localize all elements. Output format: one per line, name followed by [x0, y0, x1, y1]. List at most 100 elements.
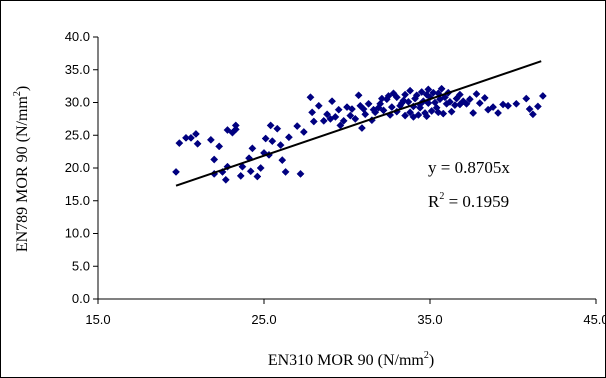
- data-point: [223, 126, 232, 134]
- data-point: [236, 171, 245, 180]
- data-point: [231, 125, 240, 134]
- data-point: [412, 91, 421, 100]
- data-point: [309, 117, 318, 126]
- data-point: [417, 88, 426, 96]
- data-point: [354, 91, 363, 100]
- data-point: [281, 167, 290, 176]
- data-point: [499, 100, 507, 109]
- data-point: [475, 99, 484, 108]
- data-point: [221, 175, 230, 184]
- data-point: [469, 109, 478, 117]
- y-tick-label: 0.0: [72, 291, 90, 306]
- data-point: [489, 103, 498, 112]
- x-axis-title-superscript: 2: [424, 350, 429, 361]
- data-point: [253, 172, 262, 181]
- y-axis-title-superscript: 2: [12, 91, 23, 96]
- data-point: [455, 90, 464, 99]
- data-point: [191, 129, 200, 138]
- data-point: [215, 142, 224, 151]
- data-point: [246, 167, 255, 176]
- data-point: [319, 116, 328, 125]
- data-points: [172, 84, 547, 184]
- data-point: [273, 124, 282, 133]
- data-point: [462, 99, 471, 108]
- data-point: [533, 102, 542, 111]
- data-point: [293, 122, 302, 131]
- data-point: [296, 169, 305, 178]
- data-point: [445, 97, 454, 106]
- y-tick-label: 20.0: [65, 160, 90, 175]
- data-point: [392, 93, 401, 102]
- x-tick-labels: 15.0 25.0 35.0 45.0: [85, 312, 605, 327]
- data-point: [323, 110, 332, 119]
- y-tick-label: 15.0: [65, 193, 90, 208]
- x-tick-label: 15.0: [85, 312, 110, 327]
- data-point: [427, 107, 436, 115]
- data-point: [429, 88, 438, 97]
- data-point: [268, 137, 277, 146]
- data-point: [406, 108, 415, 117]
- y-tick-label: 25.0: [65, 127, 90, 142]
- data-point: [256, 164, 265, 172]
- data-point: [416, 103, 424, 112]
- data-point: [437, 84, 446, 93]
- data-point: [187, 133, 195, 142]
- y-tick-label: 10.0: [65, 226, 90, 241]
- data-point: [512, 99, 521, 108]
- x-axis-title: EN310 MOR 90 (N/mm2): [268, 350, 434, 369]
- data-point: [266, 121, 275, 130]
- data-point: [434, 108, 443, 117]
- data-point: [504, 101, 512, 110]
- data-point: [206, 135, 215, 144]
- data-point: [248, 144, 257, 153]
- data-point: [356, 101, 365, 110]
- data-point: [172, 167, 180, 176]
- data-point: [525, 105, 534, 114]
- data-point: [538, 91, 547, 100]
- data-point: [276, 141, 285, 150]
- y-axis-title: EN789 MOR 90 (N/mm2): [12, 86, 31, 252]
- data-point: [261, 134, 270, 143]
- data-point: [422, 112, 431, 121]
- r-squared-prefix: R: [428, 192, 440, 211]
- data-point: [193, 139, 202, 148]
- data-point: [494, 109, 503, 117]
- trendline: [175, 60, 542, 187]
- trendline-group: [175, 60, 542, 187]
- data-point: [397, 99, 406, 108]
- y-tick-label: 5.0: [72, 258, 90, 273]
- data-point: [175, 139, 184, 148]
- y-tick-labels: 0.0 5.0 10.0 15.0 20.0 25.0 30.0 35.0 40.0: [65, 29, 90, 306]
- data-point: [401, 90, 410, 99]
- data-point: [238, 162, 247, 171]
- axes: [93, 36, 597, 304]
- data-point: [409, 112, 418, 121]
- r-squared-label: R2 = 0.1959: [428, 191, 509, 211]
- trendline-equation: y = 0.8705x: [428, 158, 510, 177]
- data-point: [306, 93, 315, 102]
- data-point: [348, 105, 356, 114]
- x-axis-title-end: ): [429, 352, 434, 369]
- data-point: [465, 95, 474, 104]
- data-point: [528, 110, 537, 119]
- data-point: [424, 85, 433, 94]
- r-squared-value: = 0.1959: [444, 192, 509, 211]
- data-point: [357, 124, 366, 132]
- data-point: [522, 94, 531, 103]
- data-point: [346, 111, 355, 120]
- data-point: [210, 155, 219, 164]
- data-point: [424, 99, 433, 108]
- x-tick-label: 35.0: [417, 312, 442, 327]
- data-point: [480, 93, 489, 102]
- x-tick-label: 25.0: [251, 312, 276, 327]
- data-point: [314, 101, 323, 110]
- data-point: [278, 156, 287, 165]
- y-axis-title-end: ): [14, 86, 31, 91]
- r-squared-superscript: 2: [439, 191, 444, 202]
- data-point: [339, 116, 348, 125]
- data-point: [308, 108, 317, 117]
- data-point: [331, 112, 340, 121]
- data-point: [377, 94, 386, 103]
